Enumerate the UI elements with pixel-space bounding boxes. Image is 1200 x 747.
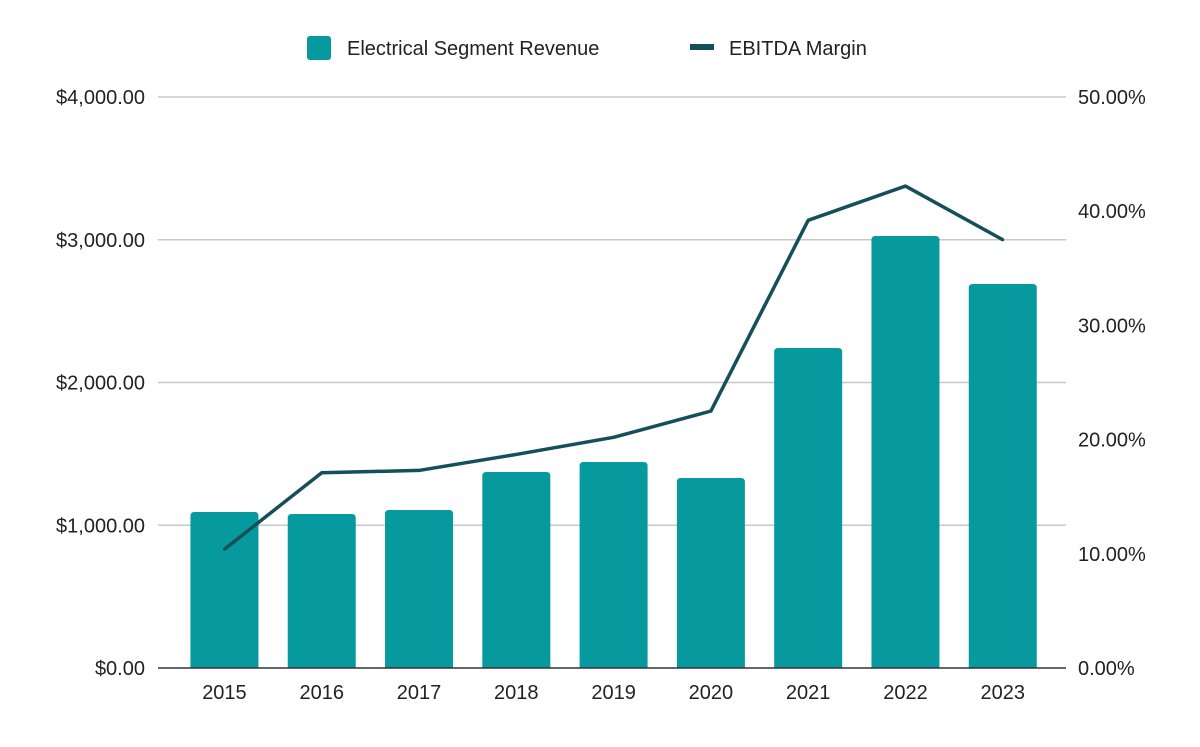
legend-label-revenue: Electrical Segment Revenue (347, 38, 599, 60)
x-axis-tick-label: 2017 (397, 682, 442, 704)
revenue-bar (968, 284, 1037, 668)
axes: $0.00 $1,000.00 $2,000.00 $3,000.00 $4,000.0… (56, 87, 1146, 704)
x-axis-tick-label: 2019 (591, 682, 636, 704)
legend: Electrical Segment Revenue EBITDA Margin (307, 36, 867, 60)
ebitda-margin-point (320, 471, 324, 475)
left-axis-tick-label: $1,000.00 (56, 515, 145, 537)
revenue-bar (871, 236, 940, 668)
left-axis-tick-label: $0.00 (95, 658, 145, 680)
x-axis-tick-label: 2018 (494, 682, 539, 704)
right-axis-tick-label: 20.00% (1078, 430, 1146, 452)
ebitda-margin-point (222, 547, 226, 551)
legend-swatch-ebitda (690, 44, 714, 50)
right-axis-tick-label: 10.00% (1078, 544, 1146, 566)
revenue-bar (482, 472, 551, 668)
ebitda-margin-point (806, 218, 810, 222)
ebitda-line (222, 184, 1005, 551)
left-axis-tick-label: $2,000.00 (56, 373, 145, 395)
ebitda-margin-point (903, 184, 907, 188)
ebitda-margin-point (709, 409, 713, 413)
x-axis-tick-label: 2023 (981, 682, 1026, 704)
right-axis-tick-label: 50.00% (1078, 87, 1146, 109)
left-axis-tick-label: $3,000.00 (56, 230, 145, 252)
revenue-bar (676, 477, 745, 668)
x-axis-tick-label: 2021 (786, 682, 831, 704)
right-axis-tick-label: 30.00% (1078, 315, 1146, 337)
right-axis-tick-label: 40.00% (1078, 201, 1146, 223)
x-axis-tick-label: 2015 (202, 682, 247, 704)
revenue-bar (190, 511, 259, 668)
ebitda-margin-point (1001, 238, 1005, 242)
revenue-bar (287, 513, 356, 668)
ebitda-margin-point (612, 435, 616, 439)
x-axis-tick-label: 2016 (299, 682, 344, 704)
revenue-bar (774, 347, 843, 668)
legend-swatch-revenue (307, 36, 331, 60)
right-axis-tick-label: 0.00% (1078, 658, 1135, 680)
x-axis-tick-label: 2020 (689, 682, 734, 704)
legend-label-ebitda: EBITDA Margin (729, 38, 867, 60)
left-axis-tick-label: $4,000.00 (56, 87, 145, 109)
revenue-bar (579, 462, 648, 668)
ebitda-margin-point (417, 468, 421, 472)
revenue-bar (385, 509, 454, 668)
ebitda-margin-point (514, 452, 518, 456)
bars (190, 236, 1037, 668)
x-axis-tick-label: 2022 (883, 682, 928, 704)
